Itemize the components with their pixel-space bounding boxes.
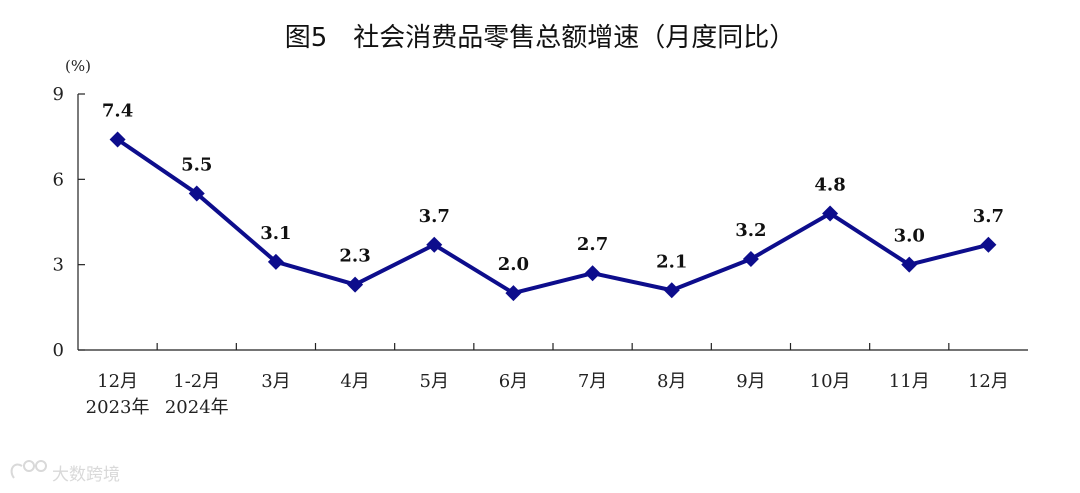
x-tick-label: 1-2月 bbox=[173, 371, 220, 392]
data-point-marker bbox=[426, 236, 443, 253]
x-tick-label: 8月 bbox=[657, 371, 686, 392]
data-label: 3.2 bbox=[735, 220, 766, 241]
data-label: 4.8 bbox=[814, 174, 845, 195]
data-point-marker bbox=[663, 282, 680, 299]
x-tick-label: 4月 bbox=[340, 371, 369, 392]
series-polyline bbox=[116, 137, 989, 296]
y-tick-label: 3 bbox=[53, 255, 64, 276]
data-point-marker bbox=[347, 276, 364, 293]
data-label: 2.1 bbox=[656, 251, 687, 272]
data-point-marker bbox=[505, 285, 522, 302]
data-label: 2.3 bbox=[339, 246, 370, 267]
data-label: 3.7 bbox=[973, 206, 1004, 227]
x-tick-label: 9月 bbox=[736, 371, 765, 392]
x-tick-label: 6月 bbox=[499, 371, 528, 392]
data-point-marker bbox=[822, 205, 839, 222]
data-label: 3.0 bbox=[894, 226, 925, 247]
data-labels: 7.4 5.5 3.1 2.3 3.7 2.0 2.7 2.1 3.2 4.8 3.0 3.7 bbox=[102, 101, 1004, 276]
data-label: 2.7 bbox=[577, 234, 608, 255]
data-label: 3.1 bbox=[260, 223, 291, 244]
data-label: 7.4 bbox=[102, 101, 133, 122]
watermark: 大数跨境 bbox=[10, 460, 120, 485]
x-tick-label: 10月 bbox=[810, 371, 851, 392]
data-point-marker bbox=[901, 256, 918, 273]
x-tick-label: 12月 bbox=[97, 371, 138, 392]
y-tick-label: 9 bbox=[53, 84, 64, 105]
x-tick-label: 12月 bbox=[968, 371, 1009, 392]
watermark-text: 大数跨境 bbox=[52, 465, 120, 485]
data-point-marker bbox=[267, 253, 284, 270]
chart-title: 图5 社会消费品零售总额增速（月度同比） bbox=[285, 23, 796, 53]
x-tick-label: 7月 bbox=[578, 371, 607, 392]
axes: 0 3 6 9 12月 2023年 1-2月 2024年 3月 4月 5月 6月 7月 8月 9月 10月 11… bbox=[53, 84, 1028, 418]
data-label: 5.5 bbox=[181, 155, 212, 176]
x-tick-year-label: 2024年 bbox=[165, 397, 229, 418]
x-tick-year-label: 2023年 bbox=[86, 397, 150, 418]
data-point-marker bbox=[980, 236, 997, 253]
x-tick-label: 11月 bbox=[889, 371, 930, 392]
data-point-marker bbox=[742, 250, 759, 267]
x-tick-label: 3月 bbox=[261, 371, 290, 392]
data-label: 3.7 bbox=[419, 206, 450, 227]
y-tick-label: 0 bbox=[53, 340, 64, 361]
data-point-marker bbox=[109, 131, 126, 148]
y-tick-label: 6 bbox=[53, 169, 64, 190]
data-label: 2.0 bbox=[498, 254, 529, 275]
watermark-logo-icon bbox=[10, 460, 47, 479]
data-point-marker bbox=[188, 185, 205, 202]
series-line bbox=[109, 131, 997, 302]
x-tick-label: 5月 bbox=[420, 371, 449, 392]
data-point-marker bbox=[584, 265, 601, 282]
y-unit-label: (%) bbox=[65, 57, 91, 75]
